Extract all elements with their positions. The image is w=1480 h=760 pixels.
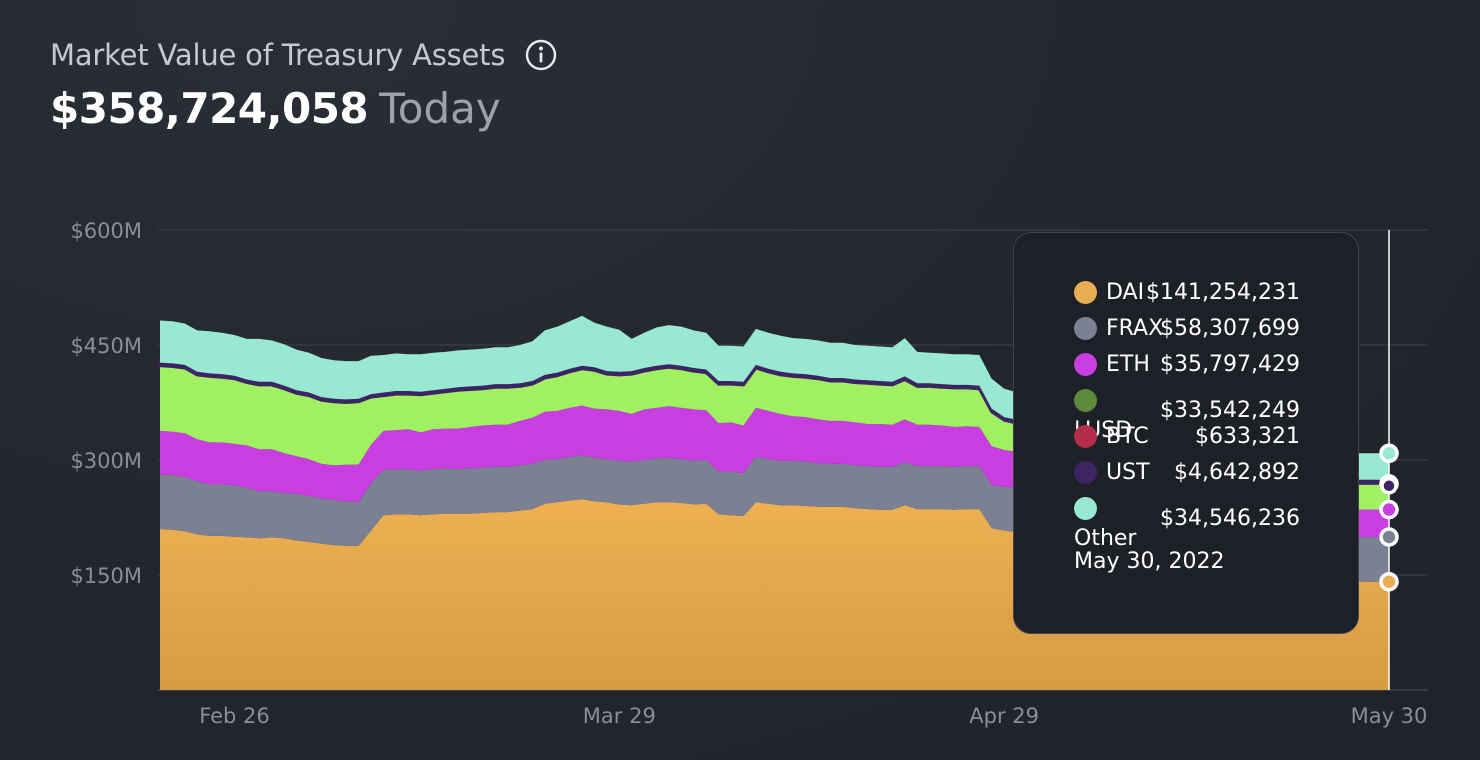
legend-dot-ust: [1074, 461, 1097, 484]
tooltip-row-btc: BTC $633,321: [1074, 424, 1300, 452]
total-value-suffix: Today: [379, 84, 501, 133]
y-tick-label: $300M: [70, 449, 142, 473]
tooltip-label-other: Other: [1074, 526, 1137, 551]
chart-tooltip: DAI $141,254,231 FRAX $58,307,699 ETH $35,797…: [1013, 232, 1359, 634]
legend-dot-btc: [1074, 425, 1097, 448]
y-tick-label: $450M: [70, 334, 142, 358]
tooltip-label-frax: FRAX: [1106, 316, 1164, 341]
marker-dai: [1379, 571, 1399, 592]
tooltip-label-dai: DAI: [1106, 280, 1145, 305]
area-other[interactable]: [160, 315, 1389, 480]
total-value: $358,724,058: [50, 84, 369, 133]
y-tick-label: $600M: [70, 219, 142, 243]
legend-dot-lusd: [1074, 389, 1097, 412]
x-tick-label: May 30: [1351, 704, 1428, 728]
area-frax[interactable]: [160, 455, 1389, 582]
tooltip-label-btc: BTC: [1106, 424, 1149, 449]
legend-dot-frax: [1074, 317, 1097, 340]
tooltip-row-lusd: LUSD $33,542,249: [1074, 388, 1300, 443]
tooltip-value-frax: $58,307,699: [1160, 316, 1300, 341]
tooltip-value-dai: $141,254,231: [1146, 280, 1300, 305]
total-value-headline: $358,724,058 Today: [50, 84, 501, 133]
tooltip-row-dai: DAI $141,254,231: [1074, 280, 1300, 308]
y-tick-label: $150M: [70, 564, 142, 588]
tooltip-row-other: Other $34,546,236: [1074, 496, 1300, 551]
info-icon[interactable]: [525, 39, 557, 71]
marker-frax: [1379, 527, 1399, 547]
x-tick-label: Mar 29: [583, 704, 656, 728]
chart-title: Market Value of Treasury Assets: [50, 38, 557, 72]
tooltip-row-ust: UST $4,642,892: [1074, 460, 1300, 488]
marker-ust: [1380, 477, 1398, 495]
legend-dot-eth: [1074, 353, 1097, 376]
tooltip-value-other: $34,546,236: [1160, 506, 1300, 531]
tooltip-label-ust: UST: [1106, 460, 1150, 485]
x-tick-label: Feb 26: [199, 704, 270, 728]
legend-dot-dai: [1074, 281, 1097, 304]
area-lusd[interactable]: [160, 366, 1389, 510]
tooltip-date: May 30, 2022: [1074, 549, 1225, 574]
tooltip-row-frax: FRAX $58,307,699: [1074, 316, 1300, 344]
x-tick-label: Apr 29: [969, 704, 1039, 728]
marker-other: [1379, 443, 1399, 464]
chart-title-text: Market Value of Treasury Assets: [50, 38, 506, 72]
legend-dot-other: [1074, 497, 1097, 520]
tooltip-value-eth: $35,797,429: [1160, 352, 1300, 377]
area-eth[interactable]: [160, 405, 1389, 538]
tooltip-value-lusd: $33,542,249: [1160, 398, 1300, 423]
marker-eth: [1379, 499, 1399, 520]
tooltip-value-ust: $4,642,892: [1174, 460, 1300, 485]
tooltip-row-eth: ETH $35,797,429: [1074, 352, 1300, 380]
tooltip-label-eth: ETH: [1106, 352, 1150, 377]
tooltip-value-btc: $633,321: [1195, 424, 1300, 449]
